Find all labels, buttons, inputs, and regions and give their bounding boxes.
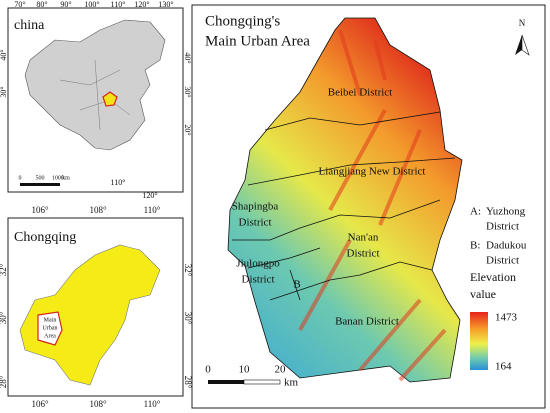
graticule-label: 70° [14, 0, 25, 9]
graticule-label: 30° [0, 86, 8, 97]
main-urban-outline [37, 311, 63, 346]
legend-text: Yuzhong [486, 206, 526, 218]
graticule-label: 28° [0, 375, 8, 388]
graticule-label: 120° [134, 0, 149, 9]
legend-title: value [470, 287, 496, 301]
main-urban-label: Area [44, 333, 56, 339]
main-urban-label: Main [44, 317, 57, 323]
legend-text: District [486, 255, 519, 267]
district-label: Jiulongpo [236, 258, 280, 270]
north-label: N [519, 18, 526, 28]
graticule-label: 40° [0, 49, 8, 60]
graticule-label: 32° [0, 263, 8, 276]
china-shape [24, 19, 166, 151]
china-frame [7, 7, 184, 193]
district-label: B [293, 279, 300, 291]
elevation-colorbar [470, 312, 488, 370]
district-label: District [239, 217, 272, 229]
graticule-label: 30° [183, 86, 192, 97]
panel-title: Chongqing [14, 230, 76, 245]
district-label: Shapingba [232, 201, 279, 213]
graticule-label: 106° [31, 399, 49, 409]
graticule-label: 28° [183, 376, 193, 389]
colorbar-max: 1473 [495, 312, 518, 324]
scale-label: 20 [275, 364, 287, 376]
legend-key: A: [470, 206, 481, 218]
graticule-label: 110° [111, 178, 126, 187]
north-arrow [515, 35, 522, 55]
scale-bar [208, 380, 244, 384]
main-urban-label: Urban [43, 325, 58, 331]
scale-unit: km [284, 377, 299, 389]
graticule-label: 108° [89, 205, 107, 215]
graticule-label: 90° [60, 0, 71, 9]
chongqing-frame [7, 217, 184, 397]
graticule-label: 100° [84, 0, 99, 9]
colorbar-min: 164 [495, 361, 512, 373]
chongqing-highlight [102, 91, 118, 107]
legend-text: Dadukou [486, 240, 527, 252]
graticule-label: 110° [144, 399, 161, 409]
ridges [298, 29, 447, 382]
district-label: District [347, 248, 380, 260]
scale-bar [243, 379, 281, 385]
map-title: Main Urban Area [205, 33, 310, 49]
scale-label: 0 [205, 364, 211, 376]
scale-bar [20, 183, 60, 186]
graticule-label: 30° [183, 312, 193, 325]
map-title: Chongqing's [205, 13, 280, 29]
panel-title: china [14, 18, 45, 33]
graticule-label: 32° [183, 264, 193, 277]
graticule-label: 110° [111, 0, 126, 9]
graticule-label: 130° [158, 0, 173, 9]
graticule-label: 106° [31, 205, 49, 215]
graticule-label: 110° [144, 205, 161, 215]
scale-label: 500 [36, 175, 45, 181]
chongqing-shape [19, 244, 161, 386]
scale-label: 0 [19, 175, 22, 181]
district-boundaries [232, 111, 456, 301]
legend-key: B: [470, 240, 480, 252]
district-label: Nan'an [348, 232, 379, 244]
district-label: Liangjiang New District [319, 166, 426, 178]
district-label: Banan District [335, 316, 399, 328]
scale-label: 1000 [52, 175, 64, 181]
scale-label: km [62, 175, 70, 181]
graticule-label: 30° [0, 311, 8, 324]
scale-label: 10 [239, 364, 251, 376]
graticule-label: 80° [36, 0, 47, 9]
elevation-area [227, 17, 463, 383]
north-arrow [521, 34, 530, 56]
graticule-label: 108° [89, 399, 107, 409]
district-label: Beibei District [328, 87, 392, 99]
main-frame [191, 4, 546, 409]
graticule-label: 40° [183, 52, 192, 63]
graticule-label: 120° [142, 191, 157, 200]
graticule-label: 20° [183, 124, 192, 135]
legend-text: District [486, 221, 519, 233]
legend-title: Elevation [470, 270, 516, 284]
district-label: District [242, 274, 275, 286]
